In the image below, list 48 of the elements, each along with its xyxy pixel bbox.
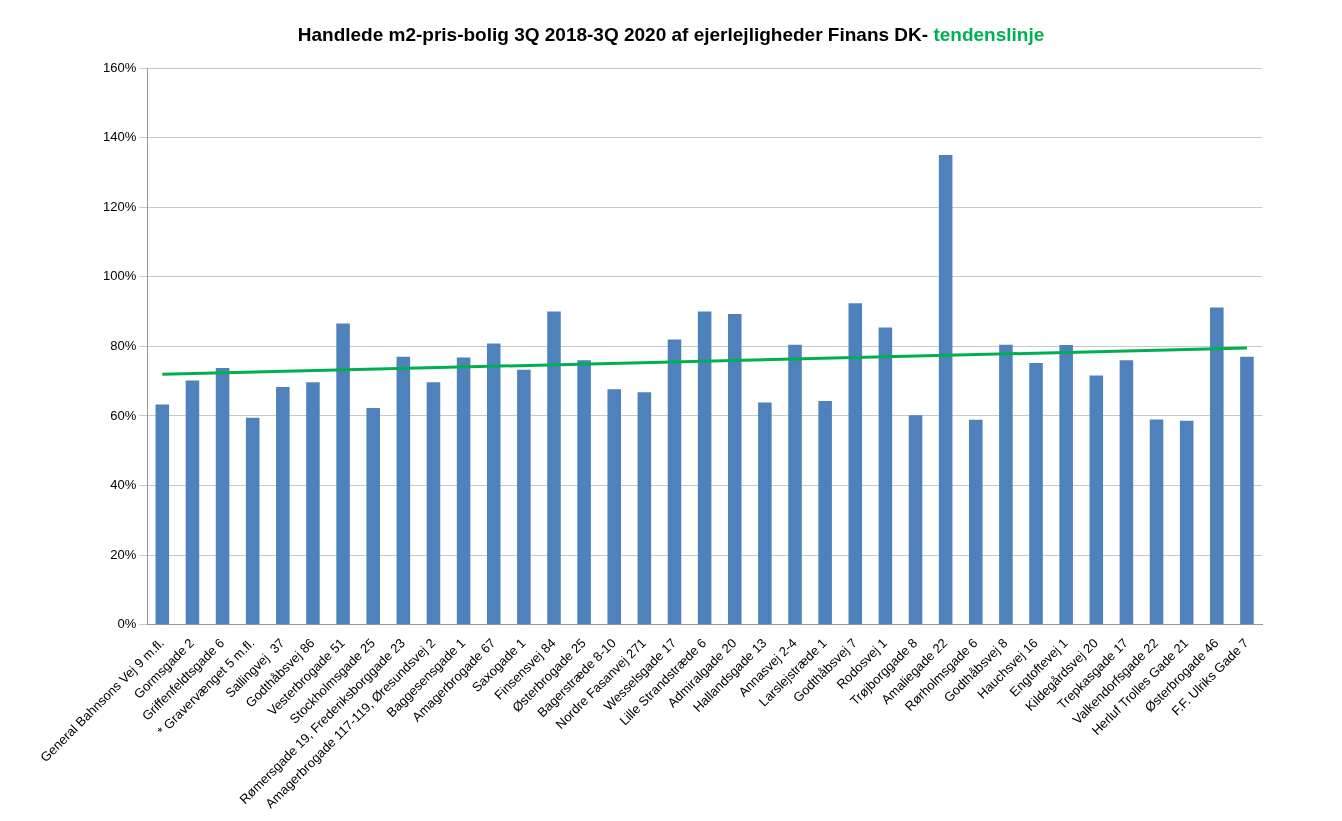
bar [1089,375,1104,625]
bar [969,419,983,625]
bar [637,392,652,625]
bar [999,344,1013,625]
bar [788,344,802,625]
bar [667,339,682,625]
bar [1119,360,1134,625]
bar [426,382,441,625]
bar [456,357,471,625]
bar [1210,307,1224,625]
bar [1059,344,1073,625]
bar [185,380,200,625]
bar [306,382,320,625]
bar [908,415,923,625]
bar [547,311,561,625]
bar [727,314,742,625]
y-tick-label: 60% [110,407,137,423]
y-tick-label: 40% [110,477,137,493]
bar [848,303,863,625]
bar [155,404,170,625]
bar [336,323,350,625]
bar [758,402,772,625]
bar [1179,420,1194,625]
bar [577,360,591,625]
y-tick-label: 0% [117,616,137,632]
y-tick-label: 120% [103,198,137,214]
y-tick-label: 100% [103,268,137,284]
bar [1240,356,1254,625]
bar [818,401,832,625]
bar [396,356,411,625]
text: tendenslinje [933,24,1045,45]
bar [607,389,622,625]
bar [878,327,893,625]
y-tick-label: 160% [103,59,137,75]
y-tick-label: 80% [110,337,137,353]
bar [215,367,230,625]
bar [245,417,260,625]
y-tick-label: 20% [110,546,137,562]
bar [366,407,380,625]
bar [517,369,531,625]
bar [938,154,953,625]
bar [1029,363,1043,625]
chart-title: Handlede m2-pris-bolig 3Q 2018-3Q 2020 af ejerlejligheder Finans DK- [297,24,929,45]
bar [276,387,290,625]
bar [697,311,712,625]
y-tick-label: 140% [103,129,137,145]
bar [486,343,501,625]
bar [1149,419,1164,625]
